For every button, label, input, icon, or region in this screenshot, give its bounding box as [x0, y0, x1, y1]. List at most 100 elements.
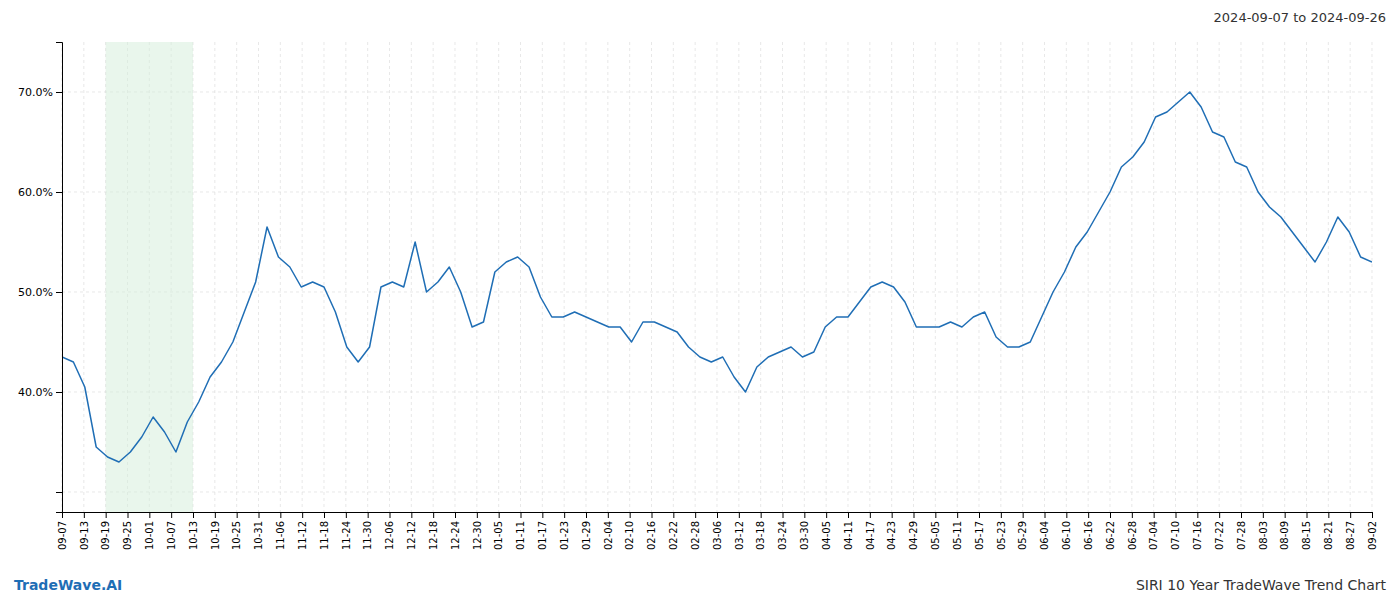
- grid-line-y: [62, 392, 1372, 393]
- grid-line-x: [1328, 42, 1329, 512]
- title: SIRI 10 Year TradeWave Trend Chart: [1136, 577, 1387, 593]
- x-tick-label: 04-05: [821, 521, 832, 550]
- x-tick: 03-24: [777, 512, 788, 550]
- x-tick: 06-10: [1061, 512, 1072, 550]
- y-tick-label: 70.0%: [18, 86, 53, 99]
- x-tick-label: 11-06: [275, 521, 286, 550]
- grid-line-x: [1044, 42, 1045, 512]
- x-tick-label: 12-24: [450, 521, 461, 550]
- x-tick-label: 11-24: [341, 521, 352, 550]
- x-tick: 09-07: [57, 512, 68, 550]
- grid-line-x: [476, 42, 477, 512]
- x-tick-mark: [1219, 512, 1220, 518]
- x-tick-mark: [1285, 512, 1286, 518]
- x-tick: 09-19: [100, 512, 111, 550]
- grid-line-x: [738, 42, 739, 512]
- x-tick-mark: [1132, 512, 1133, 518]
- x-tick-label: 12-06: [384, 521, 395, 550]
- grid-line-x: [1000, 42, 1001, 512]
- x-tick: 11-18: [319, 512, 330, 550]
- x-tick: 09-02: [1367, 512, 1378, 550]
- grid-line-x: [1241, 42, 1242, 512]
- x-tick-label: 07-16: [1192, 521, 1203, 550]
- x-tick: 11-24: [341, 512, 352, 550]
- x-tick-mark: [324, 512, 325, 518]
- x-tick-mark: [368, 512, 369, 518]
- x-tick-mark: [957, 512, 958, 518]
- x-tick-label: 10-25: [231, 521, 242, 550]
- grid-line-x: [651, 42, 652, 512]
- x-tick-label: 08-15: [1301, 521, 1312, 550]
- grid-line-x: [1088, 42, 1089, 512]
- x-tick-label: 03-12: [734, 521, 745, 550]
- x-tick-mark: [390, 512, 391, 518]
- x-tick-label: 10-07: [166, 521, 177, 550]
- x-tick-mark: [935, 512, 936, 518]
- grid-line-x: [542, 42, 543, 512]
- x-tick-mark: [652, 512, 653, 518]
- x-tick-label: 04-29: [908, 521, 919, 550]
- x-tick-mark: [521, 512, 522, 518]
- x-tick-label: 06-22: [1105, 521, 1116, 550]
- x-tick: 12-18: [428, 512, 439, 550]
- x-tick-mark: [979, 512, 980, 518]
- x-tick-label: 02-10: [624, 521, 635, 550]
- grid-line-x: [389, 42, 390, 512]
- x-tick-label: 08-21: [1323, 521, 1334, 550]
- x-tick-label: 01-29: [581, 521, 592, 550]
- x-tick-mark: [1197, 512, 1198, 518]
- x-tick: 06-22: [1105, 512, 1116, 550]
- x-tick-mark: [149, 512, 150, 518]
- x-tick: 10-25: [231, 512, 242, 550]
- x-tick-mark: [1307, 512, 1308, 518]
- x-tick-label: 09-19: [100, 521, 111, 550]
- x-tick-label: 08-09: [1279, 521, 1290, 550]
- grid-line-x: [586, 42, 587, 512]
- x-tick: 10-19: [210, 512, 221, 550]
- x-tick: 12-12: [406, 512, 417, 550]
- x-tick: 01-05: [493, 512, 504, 550]
- y-tick: 40.0%: [18, 386, 62, 399]
- grid-line-x: [1066, 42, 1067, 512]
- y-tick-mark: [56, 292, 62, 293]
- x-tick-label: 03-18: [755, 521, 766, 550]
- x-tick-label: 02-16: [646, 521, 657, 550]
- x-tick: 05-17: [974, 512, 985, 550]
- x-tick-label: 09-13: [79, 521, 90, 550]
- grid-line-x: [367, 42, 368, 512]
- grid-line-x: [1262, 42, 1263, 512]
- x-tick-label: 07-22: [1214, 521, 1225, 550]
- x-tick: 05-23: [996, 512, 1007, 550]
- x-tick-label: 01-23: [559, 521, 570, 550]
- x-tick: 04-29: [908, 512, 919, 550]
- x-tick: 10-01: [144, 512, 155, 550]
- x-tick-mark: [237, 512, 238, 518]
- x-tick-mark: [1263, 512, 1264, 518]
- x-tick-mark: [193, 512, 194, 518]
- x-tick: 11-12: [297, 512, 308, 550]
- y-axis: 40.0%50.0%60.0%70.0%: [18, 43, 62, 513]
- x-tick-mark: [564, 512, 565, 518]
- chart: 09-0709-1309-1909-2510-0110-0710-1310-19…: [0, 0, 1400, 600]
- x-tick: 10-07: [166, 512, 177, 550]
- x-tick: 07-10: [1170, 512, 1181, 550]
- x-tick: 06-04: [1039, 512, 1050, 550]
- grid-line-x: [804, 42, 805, 512]
- x-tick-label: 10-31: [253, 521, 264, 550]
- x-tick: 07-16: [1192, 512, 1203, 550]
- grid-line-y: [62, 292, 1372, 293]
- grid-line-x: [1153, 42, 1154, 512]
- grid-line-x: [957, 42, 958, 512]
- x-tick: 11-30: [362, 512, 373, 550]
- grid-line-x: [324, 42, 325, 512]
- y-tick-mark: [56, 92, 62, 93]
- grid-line-y: [62, 492, 1372, 493]
- x-tick-label: 10-01: [144, 521, 155, 550]
- x-tick-mark: [455, 512, 456, 518]
- grid-line-x: [629, 42, 630, 512]
- x-tick: 04-17: [865, 512, 876, 550]
- x-tick: 12-06: [384, 512, 395, 550]
- x-tick-mark: [1241, 512, 1242, 518]
- grid-line-x: [433, 42, 434, 512]
- grid-line-x: [673, 42, 674, 512]
